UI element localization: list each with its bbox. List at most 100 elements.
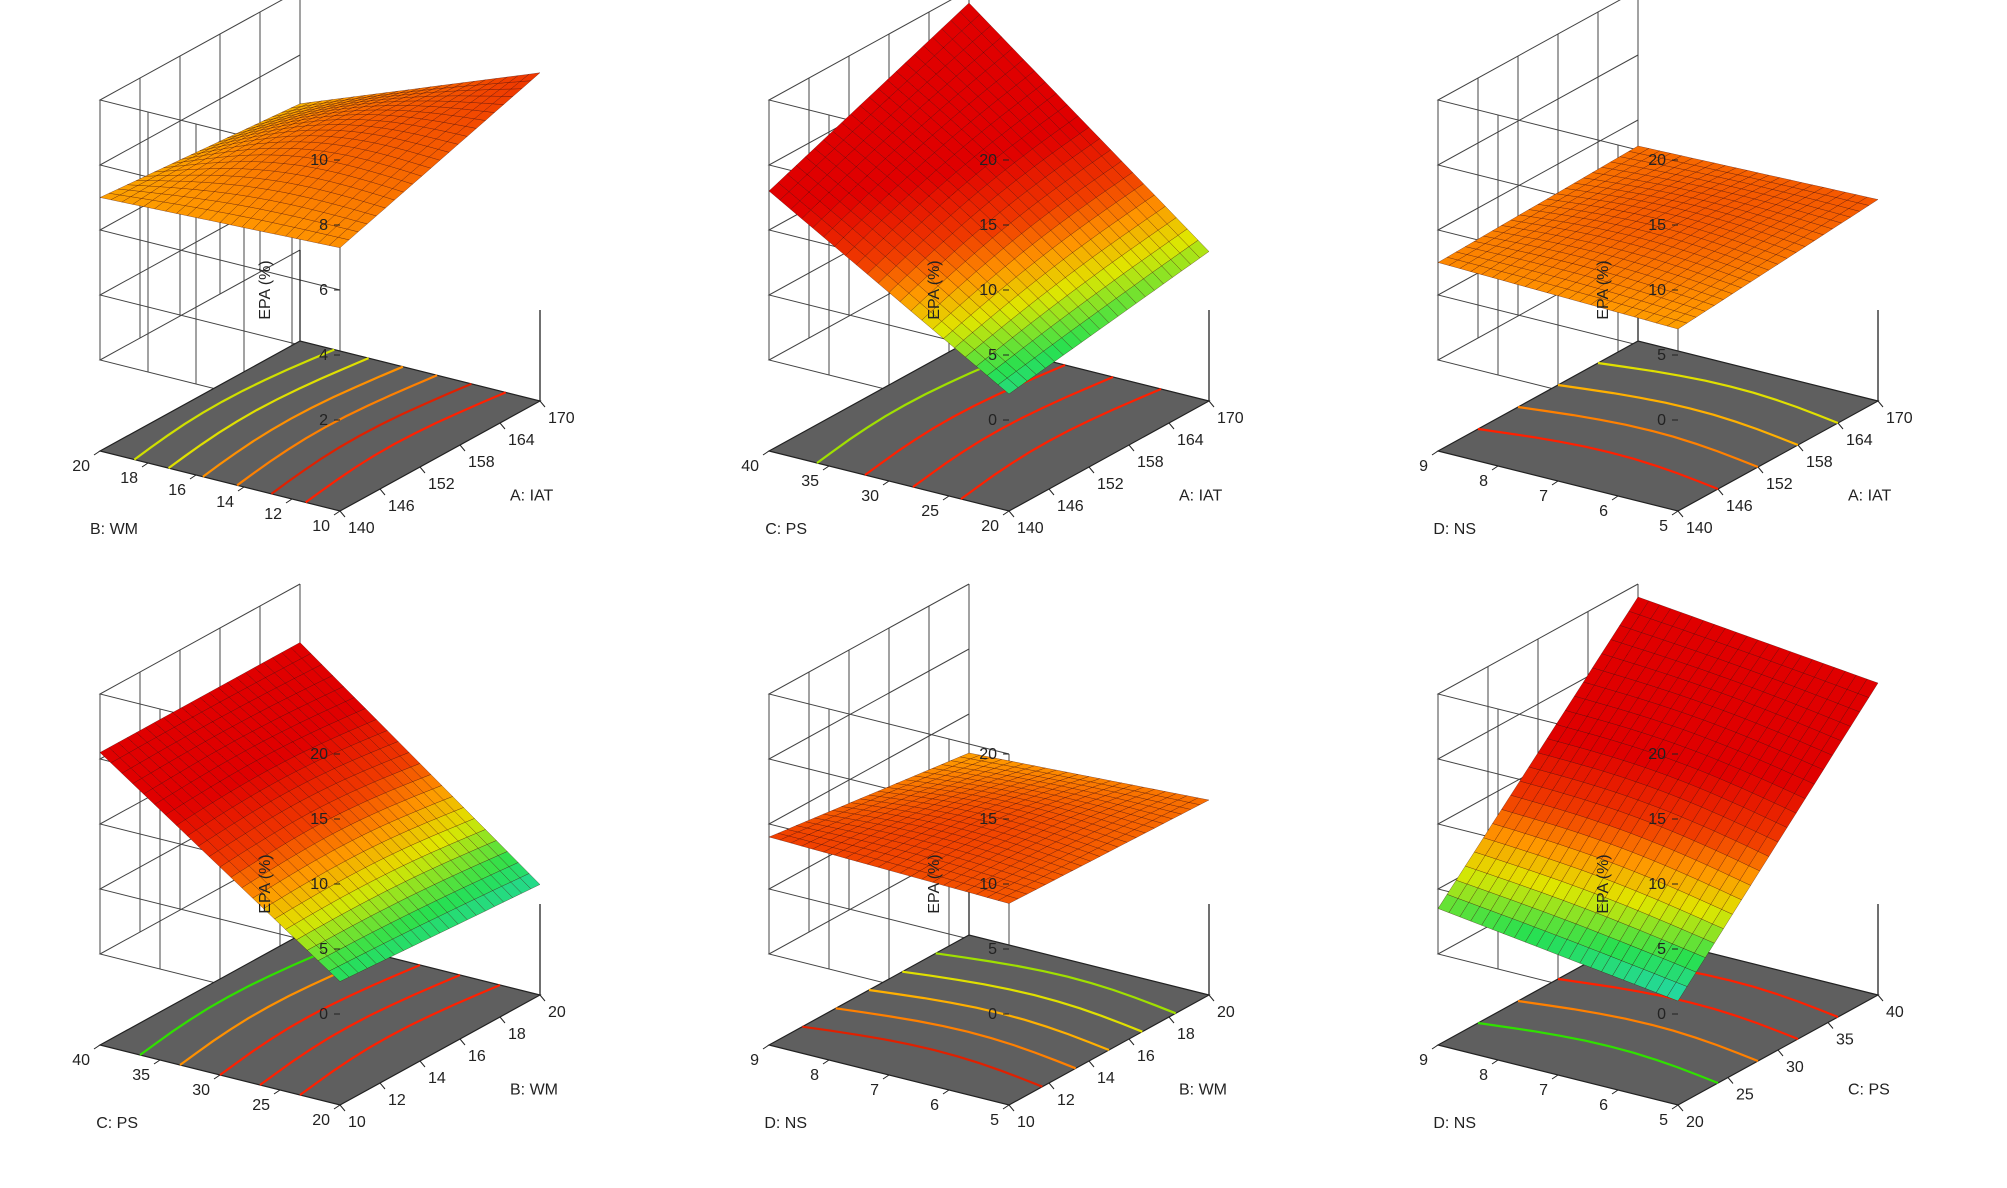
x-tick-label: 30 (1786, 1059, 1804, 1076)
y-tick-label: 18 (120, 470, 138, 487)
x-tick-label: 20 (1686, 1114, 1704, 1131)
x-tick-label: 164 (1177, 432, 1204, 449)
z-tick-label: 10 (310, 876, 328, 893)
x-tick-label: 10 (1017, 1114, 1035, 1131)
x-tick-label: 146 (388, 498, 415, 515)
z-tick-label: 5 (988, 347, 997, 364)
z-tick-label: 20 (1648, 152, 1666, 169)
x-tick (539, 400, 546, 408)
x-tick (1008, 510, 1015, 518)
x-tick (1827, 1022, 1834, 1029)
surface-plot-3: 0 5 10 15 20 EPA (%) 140 146 152 158 164 170 A: IAT 5… (1338, 0, 2007, 594)
y-tick (1431, 1044, 1439, 1050)
contour-line (912, 375, 1114, 488)
x-axis-title: B: WM (510, 1082, 558, 1099)
x-tick (1088, 1060, 1095, 1068)
y-tick-label: 40 (72, 1052, 90, 1069)
x-tick (379, 488, 386, 496)
surface-cell (519, 873, 541, 890)
x-tick (539, 994, 546, 1002)
x-tick (1877, 400, 1884, 408)
contour-lines (802, 952, 1177, 1088)
y-tick-label: 30 (861, 488, 879, 505)
x-tick-label: 12 (1057, 1092, 1075, 1109)
surface-plot-4: 0 5 10 15 20 EPA (%) 10 12 14 16 18 20 B: WM 20 25 30 35… (0, 583, 669, 1188)
y-tick (882, 480, 890, 486)
contour-lines (816, 351, 1162, 500)
surface-plot-2-svg: 0 5 10 15 20 EPA (%) 140 146 152 158 164 170 A: IAT 2… (741, 0, 1244, 538)
y-axis-title: B: WM (90, 521, 138, 538)
y-tick-label: 40 (741, 458, 759, 475)
z-tick-label: 5 (1657, 941, 1666, 958)
y-tick (1002, 1104, 1010, 1110)
z-tick-label: 2 (319, 412, 328, 429)
y-tick (273, 1089, 281, 1095)
y-tick-label: 6 (1599, 503, 1608, 520)
x-tick (1128, 1038, 1135, 1046)
y-tick-label: 5 (1659, 518, 1668, 535)
contour-line (960, 387, 1162, 500)
x-axis: 140 146 152 158 164 170 A: IAT (1008, 400, 1244, 537)
y-tick (1611, 495, 1619, 501)
z-tick-label: 10 (979, 876, 997, 893)
y-tick (942, 1089, 950, 1095)
y-tick (1002, 510, 1010, 516)
surface-mesh (99, 72, 541, 249)
z-tick-label: 10 (1648, 876, 1666, 893)
z-tick-label: 10 (1648, 282, 1666, 299)
x-tick-label: 18 (508, 1026, 526, 1043)
y-tick (237, 486, 245, 492)
y-tick (1431, 450, 1439, 456)
y-tick (882, 1074, 890, 1080)
z-tick-label: 20 (979, 746, 997, 763)
x-tick-label: 16 (468, 1048, 486, 1065)
y-tick (1671, 510, 1679, 516)
y-tick-label: 7 (1539, 1082, 1548, 1099)
y-tick (1551, 1074, 1559, 1080)
surface-plot-4-svg: 0 5 10 15 20 EPA (%) 10 12 14 16 18 20 B: WM 20 25 30 35… (72, 583, 566, 1132)
x-tick (499, 1016, 506, 1024)
y-tick (822, 1059, 830, 1065)
z-tick-label: 4 (319, 347, 328, 364)
contour-line (868, 988, 1110, 1052)
x-tick-label: 140 (348, 520, 375, 537)
y-tick-label: 7 (1539, 488, 1548, 505)
x-axis: 10 12 14 16 18 20 B: WM (339, 994, 566, 1131)
z-tick-label: 0 (319, 1006, 328, 1023)
y-axis: 5 6 7 8 9 D: NS (1419, 1044, 1679, 1132)
contour-line (305, 391, 507, 504)
surface-mesh (1437, 145, 1879, 330)
y-axis: 5 6 7 8 9 D: NS (750, 1044, 1010, 1132)
z-tick-label: 5 (319, 941, 328, 958)
y-tick (213, 1074, 221, 1080)
x-tick (1048, 1082, 1055, 1090)
y-tick (333, 1104, 341, 1110)
x-tick (1208, 994, 1215, 1002)
x-tick (1717, 488, 1724, 496)
contour-line (816, 351, 1018, 464)
y-tick-label: 5 (1659, 1112, 1668, 1129)
y-axis: 10 12 14 16 18 20 B: WM (72, 450, 341, 538)
z-tick-label: 15 (1648, 811, 1666, 828)
y-tick-label: 8 (1479, 1067, 1488, 1084)
contour-line (139, 943, 341, 1056)
x-tick-label: 18 (1177, 1026, 1195, 1043)
y-tick (189, 474, 197, 480)
y-tick (1671, 1104, 1679, 1110)
x-tick-label: 20 (1217, 1004, 1235, 1021)
surface-plot-6-svg: 0 5 10 15 20 EPA (%) 20 25 30 35 40 C: PS 5 6 7 8 9 D: NS (1419, 583, 1904, 1132)
contour-lines (133, 348, 507, 504)
y-tick (141, 462, 149, 468)
x-tick (339, 510, 346, 518)
y-tick (93, 450, 101, 456)
x-tick (419, 1060, 426, 1068)
contour-line (1477, 427, 1719, 491)
x-axis-title: C: PS (1848, 1082, 1890, 1099)
surface-plot-3-svg: 0 5 10 15 20 EPA (%) 140 146 152 158 164 170 A: IAT 5… (1419, 0, 1913, 538)
surface-plot-1: 2 4 6 8 10 EPA (%) 140 146 152 158 164 170 A: IAT 10 1… (0, 0, 669, 594)
y-axis: 5 6 7 8 9 D: NS (1419, 450, 1679, 538)
y-tick-label: 10 (312, 518, 330, 535)
surface-mesh (1437, 596, 1879, 1002)
